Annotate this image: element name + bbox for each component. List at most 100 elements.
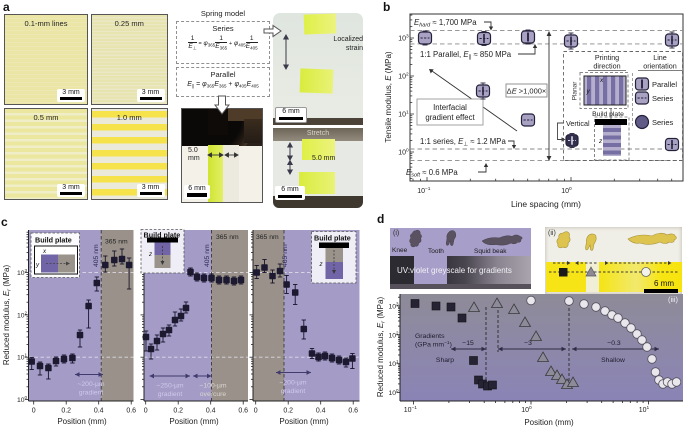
svg-text:Parallel: Parallel (652, 80, 677, 89)
svg-text:10: 10 (398, 74, 406, 81)
svg-text:1:1 Parallel, E∥ ≈ 850 MPa: 1:1 Parallel, E∥ ≈ 850 MPa (420, 50, 512, 61)
svg-text:10: 10 (17, 312, 25, 319)
svg-text:Planar: Planar (572, 81, 579, 101)
svg-text:0.6: 0.6 (348, 408, 358, 415)
svg-text:10: 10 (388, 390, 396, 397)
svg-text:405 nm: 405 nm (93, 244, 100, 267)
svg-text:Position (mm): Position (mm) (524, 418, 574, 427)
svg-text:~100-µm: ~100-µm (199, 383, 226, 390)
svg-text:10: 10 (388, 303, 396, 310)
svg-text:365 nm: 365 nm (256, 234, 279, 241)
svg-text:Position (mm): Position (mm) (279, 417, 329, 426)
svg-text:Series: Series (652, 118, 674, 127)
svg-text:10: 10 (417, 188, 425, 195)
svg-text:(GPa mm−1): (GPa mm−1) (415, 340, 452, 349)
svg-text:10: 10 (17, 270, 25, 277)
svg-text:Build plate: Build plate (592, 111, 624, 118)
svg-text:Line spacing (mm): Line spacing (mm) (511, 199, 581, 209)
svg-text:z: z (148, 251, 153, 258)
svg-text:0.4: 0.4 (94, 408, 104, 415)
svg-text:10: 10 (521, 407, 529, 414)
svg-text:2: 2 (25, 310, 28, 315)
svg-text:Build plate: Build plate (314, 234, 351, 243)
svg-text:y: y (35, 262, 40, 269)
svg-text:gradient: gradient (79, 390, 104, 397)
svg-text:0.2: 0.2 (61, 408, 71, 415)
svg-text:Tensile modulus, E (MPa): Tensile modulus, E (MPa) (384, 51, 393, 142)
svg-text:0.4: 0.4 (206, 408, 216, 415)
svg-text:overcure: overcure (200, 391, 227, 398)
svg-text:gradient: gradient (158, 391, 183, 398)
svg-text:Reduced modulus, Er (MPa): Reduced modulus, Er (MPa) (376, 297, 387, 398)
svg-text:direction: direction (593, 62, 620, 71)
svg-text:0.6: 0.6 (238, 408, 248, 415)
svg-text:1: 1 (25, 353, 28, 358)
svg-text:10: 10 (388, 332, 396, 339)
svg-text:1:1 series, E⊥ ≈ 1.2 MPa: 1:1 series, E⊥ ≈ 1.2 MPa (420, 137, 506, 148)
svg-text:Series: Series (652, 94, 674, 103)
svg-text:~200-µm: ~200-µm (77, 381, 104, 388)
svg-text:z: z (598, 138, 603, 145)
svg-text:0: 0 (406, 148, 409, 154)
svg-text:Sharp: Sharp (436, 357, 454, 364)
svg-text:b: b (383, 0, 390, 14)
svg-text:0.4: 0.4 (316, 408, 326, 415)
svg-text:3: 3 (406, 34, 409, 40)
svg-text:Esoft ≈ 0.6 MPa: Esoft ≈ 0.6 MPa (406, 168, 458, 179)
svg-text:0: 0 (569, 186, 572, 192)
svg-text:Position (mm): Position (mm) (57, 417, 107, 426)
svg-text:0: 0 (32, 408, 36, 415)
svg-text:~200-µm: ~200-µm (279, 380, 306, 387)
svg-text:365 nm: 365 nm (216, 234, 239, 241)
svg-text:Reduced modulus, Er (MPa): Reduced modulus, Er (MPa) (2, 265, 13, 366)
svg-text:405 nm: 405 nm (282, 244, 289, 267)
svg-text:Build plate: Build plate (144, 231, 181, 240)
svg-text:10: 10 (398, 150, 406, 157)
svg-text:−0.3: −0.3 (607, 340, 621, 347)
svg-text:ΔE >1,000×: ΔE >1,000× (507, 87, 547, 96)
svg-text:0: 0 (25, 395, 28, 400)
svg-text:y: y (586, 88, 591, 95)
svg-text:10: 10 (404, 407, 412, 414)
svg-text:1: 1 (647, 405, 650, 411)
svg-text:c: c (1, 215, 8, 229)
svg-text:0: 0 (254, 408, 258, 415)
svg-text:2: 2 (396, 330, 399, 335)
svg-text:Build plate: Build plate (35, 236, 72, 245)
svg-text:−1: −1 (425, 186, 431, 192)
svg-text:10: 10 (398, 112, 406, 119)
svg-text:Line: Line (653, 53, 667, 62)
svg-text:z: z (319, 261, 324, 268)
svg-text:Position (mm): Position (mm) (169, 417, 219, 426)
svg-text:10: 10 (17, 355, 25, 362)
svg-text:Gradients: Gradients (415, 333, 445, 340)
svg-text:2: 2 (406, 72, 409, 78)
svg-text:0.2: 0.2 (173, 408, 183, 415)
svg-text:gradient effect: gradient effect (425, 113, 475, 122)
svg-text:orientation: orientation (643, 62, 677, 71)
svg-text:Printing: Printing (595, 53, 619, 62)
svg-text:0: 0 (144, 408, 148, 415)
svg-text:x: x (599, 77, 604, 84)
svg-text:1: 1 (406, 110, 409, 116)
svg-text:10: 10 (398, 36, 406, 43)
svg-text:Interfacial: Interfacial (433, 103, 467, 112)
svg-text:0: 0 (529, 405, 532, 411)
svg-text:405 nm: 405 nm (204, 244, 211, 267)
svg-text:0: 0 (396, 388, 399, 393)
svg-text:10: 10 (639, 407, 647, 414)
svg-text:−15: −15 (462, 340, 474, 347)
svg-text:3: 3 (396, 301, 399, 306)
svg-text:~250-µm: ~250-µm (156, 383, 183, 390)
svg-text:(iii): (iii) (668, 295, 678, 304)
svg-text:−3: −3 (524, 340, 532, 347)
svg-text:0.6: 0.6 (126, 408, 136, 415)
svg-text:10: 10 (17, 397, 25, 404)
svg-text:365 nm: 365 nm (105, 239, 128, 246)
svg-text:10: 10 (388, 361, 396, 368)
svg-text:1: 1 (396, 359, 399, 364)
svg-text:0.2: 0.2 (283, 408, 293, 415)
svg-text:x: x (42, 248, 47, 255)
svg-text:−1: −1 (412, 405, 418, 411)
svg-text:Ehard ≈ 1,700 MPa: Ehard ≈ 1,700 MPa (414, 18, 477, 29)
